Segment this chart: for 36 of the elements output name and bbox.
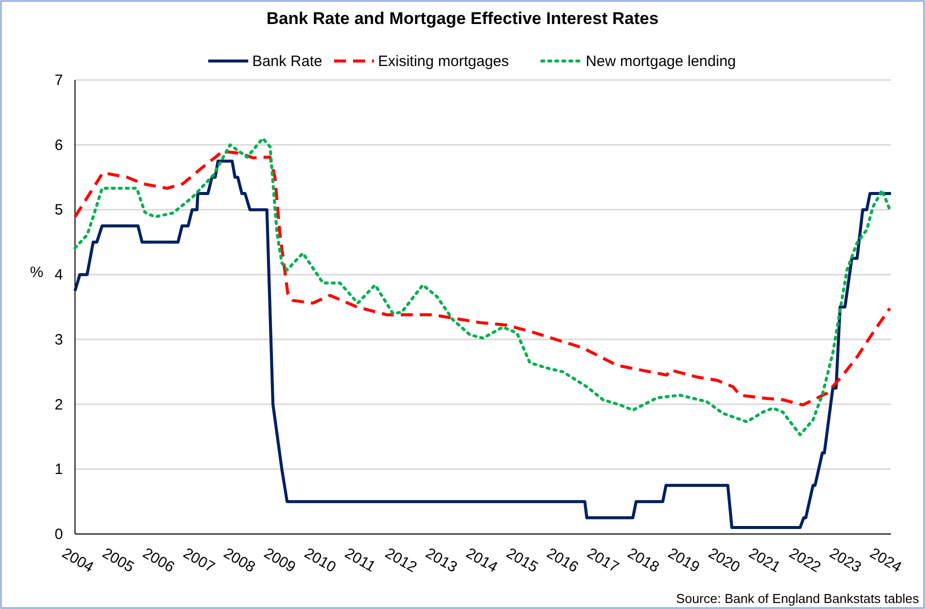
y-tick-label: 3	[54, 331, 63, 348]
x-tick-label: 2017	[584, 544, 622, 576]
x-tick-label: 2010	[301, 544, 339, 576]
x-tick-label: 2023	[826, 544, 864, 576]
y-tick-label: 5	[54, 202, 63, 219]
x-tick-label: 2014	[462, 544, 500, 576]
x-tick-label: 2021	[746, 544, 784, 576]
x-tick-label: 2012	[382, 544, 420, 576]
x-tick-label: 2007	[180, 544, 218, 576]
x-tick-label: 2022	[786, 544, 824, 576]
y-tick-label: 0	[54, 526, 63, 543]
x-tick-label: 2018	[624, 544, 662, 576]
y-tick-label: 7	[54, 72, 63, 89]
legend-label: New mortgage lending	[586, 53, 736, 70]
x-tick-label: 2015	[503, 544, 541, 576]
x-tick-label: 2005	[99, 544, 137, 576]
x-tick-label: 2006	[140, 544, 178, 576]
x-tick-label: 2009	[260, 544, 298, 576]
y-tick-label: 2	[54, 396, 63, 414]
x-tick-label: 2004	[59, 544, 96, 576]
x-tick-label: 2020	[705, 544, 743, 576]
y-tick-label: 4	[54, 266, 63, 284]
x-tick-label: 2011	[342, 544, 378, 576]
y-tick-label: 6	[54, 136, 63, 154]
x-tick-label: 2016	[544, 544, 582, 576]
y-tick-label: 1	[54, 461, 63, 478]
source-note: Source: Bank of England Bankstats tables	[676, 591, 920, 606]
legend-label: Bank Rate	[252, 53, 322, 70]
chart-title: Bank Rate and Mortgage Effective Interest Rates	[266, 9, 659, 28]
x-tick-label: 2024	[866, 544, 904, 576]
x-tick-label: 2013	[422, 544, 460, 576]
line-series	[74, 160, 892, 530]
x-tick-label: 2008	[220, 544, 258, 576]
y-axis-title: %	[30, 264, 44, 281]
legend-label: Exisiting mortgages	[378, 53, 509, 70]
x-tick-label: 2019	[664, 544, 702, 576]
